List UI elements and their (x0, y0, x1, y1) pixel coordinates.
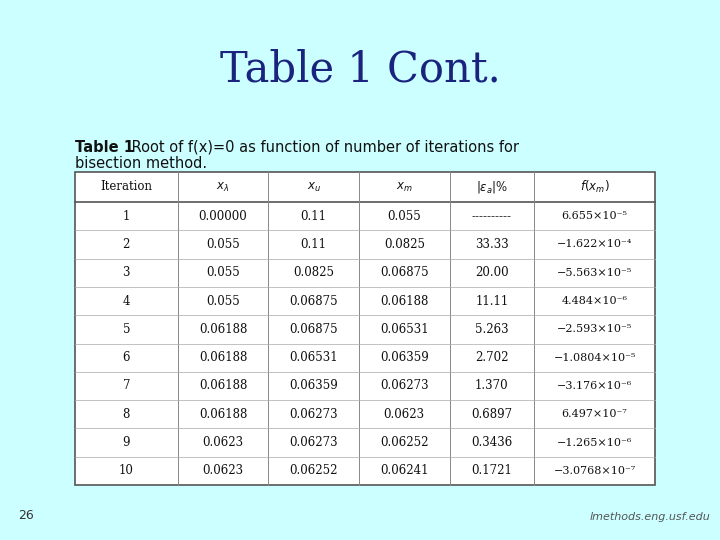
Text: 10: 10 (119, 464, 134, 477)
Text: Table 1: Table 1 (75, 140, 134, 155)
Text: 0.06252: 0.06252 (289, 464, 338, 477)
Text: 1: 1 (122, 210, 130, 222)
Text: 0.0623: 0.0623 (202, 464, 243, 477)
Text: 1.370: 1.370 (475, 380, 509, 393)
Text: 6.655×10⁻⁵: 6.655×10⁻⁵ (562, 211, 628, 221)
Text: Table 1 Cont.: Table 1 Cont. (220, 49, 500, 91)
Text: Root of f(x)=0 as function of number of iterations for: Root of f(x)=0 as function of number of … (127, 140, 519, 155)
Text: −1.265×10⁻⁶: −1.265×10⁻⁶ (557, 437, 632, 448)
Text: 0.1721: 0.1721 (472, 464, 513, 477)
Text: 33.33: 33.33 (475, 238, 509, 251)
Text: 0.11: 0.11 (301, 238, 327, 251)
Text: 0.06188: 0.06188 (199, 408, 247, 421)
Text: 6: 6 (122, 351, 130, 364)
Text: 3: 3 (122, 266, 130, 279)
Text: $f(x_{m})$: $f(x_{m})$ (580, 179, 609, 195)
Text: −1.622×10⁻⁴: −1.622×10⁻⁴ (557, 239, 632, 249)
Text: 0.06359: 0.06359 (289, 380, 338, 393)
Text: 11.11: 11.11 (475, 294, 508, 308)
Text: 0.11: 0.11 (301, 210, 327, 222)
Text: 0.06273: 0.06273 (380, 380, 428, 393)
Text: 0.06875: 0.06875 (289, 323, 338, 336)
Text: 0.055: 0.055 (206, 266, 240, 279)
Text: −3.176×10⁻⁶: −3.176×10⁻⁶ (557, 381, 632, 391)
Text: −2.593×10⁻⁵: −2.593×10⁻⁵ (557, 325, 632, 334)
Text: 4: 4 (122, 294, 130, 308)
Text: −1.0804×10⁻⁵: −1.0804×10⁻⁵ (554, 353, 636, 363)
Text: 0.06875: 0.06875 (289, 294, 338, 308)
Text: 5.263: 5.263 (475, 323, 509, 336)
Text: 0.06359: 0.06359 (380, 351, 428, 364)
Text: 0.0623: 0.0623 (202, 436, 243, 449)
Text: $|\epsilon_a|$%: $|\epsilon_a|$% (476, 179, 508, 195)
Text: 0.06273: 0.06273 (289, 436, 338, 449)
Text: 2: 2 (122, 238, 130, 251)
Text: 0.06875: 0.06875 (380, 266, 428, 279)
Text: 7: 7 (122, 380, 130, 393)
Text: 8: 8 (122, 408, 130, 421)
Text: 0.0623: 0.0623 (384, 408, 425, 421)
Text: 0.06241: 0.06241 (380, 464, 428, 477)
Text: 2.702: 2.702 (475, 351, 508, 364)
Text: 0.3436: 0.3436 (472, 436, 513, 449)
Text: 6.497×10⁻⁷: 6.497×10⁻⁷ (562, 409, 627, 419)
Text: 0.6897: 0.6897 (472, 408, 513, 421)
Text: 0.055: 0.055 (387, 210, 421, 222)
Text: 0.06252: 0.06252 (380, 436, 428, 449)
Text: $x_{m}$: $x_{m}$ (396, 180, 413, 193)
Text: 0.0825: 0.0825 (384, 238, 425, 251)
Text: $x_{\lambda}$: $x_{\lambda}$ (217, 180, 230, 193)
Text: 0.055: 0.055 (206, 294, 240, 308)
Text: Iteration: Iteration (100, 180, 153, 193)
Text: ----------: ---------- (472, 210, 512, 222)
Text: 0.055: 0.055 (206, 238, 240, 251)
Text: 0.06188: 0.06188 (199, 351, 247, 364)
Text: 0.06188: 0.06188 (199, 380, 247, 393)
Text: 5: 5 (122, 323, 130, 336)
Text: lmethods.eng.usf.edu: lmethods.eng.usf.edu (590, 512, 711, 522)
Text: 0.06188: 0.06188 (199, 323, 247, 336)
Text: 20.00: 20.00 (475, 266, 509, 279)
Text: 4.484×10⁻⁶: 4.484×10⁻⁶ (562, 296, 628, 306)
Text: 0.06273: 0.06273 (289, 408, 338, 421)
Text: 9: 9 (122, 436, 130, 449)
Text: 0.00000: 0.00000 (199, 210, 248, 222)
Text: 0.06531: 0.06531 (289, 351, 338, 364)
Text: $x_{u}$: $x_{u}$ (307, 180, 320, 193)
Bar (75, 172, 655, 485)
Bar (75, 172, 655, 485)
Text: 0.06188: 0.06188 (380, 294, 428, 308)
Text: −5.563×10⁻⁵: −5.563×10⁻⁵ (557, 268, 632, 278)
Text: 0.06531: 0.06531 (380, 323, 428, 336)
Text: bisection method.: bisection method. (75, 156, 207, 171)
Text: −3.0768×10⁻⁷: −3.0768×10⁻⁷ (554, 466, 636, 476)
Text: 0.0825: 0.0825 (293, 266, 334, 279)
Text: 26: 26 (18, 509, 34, 522)
